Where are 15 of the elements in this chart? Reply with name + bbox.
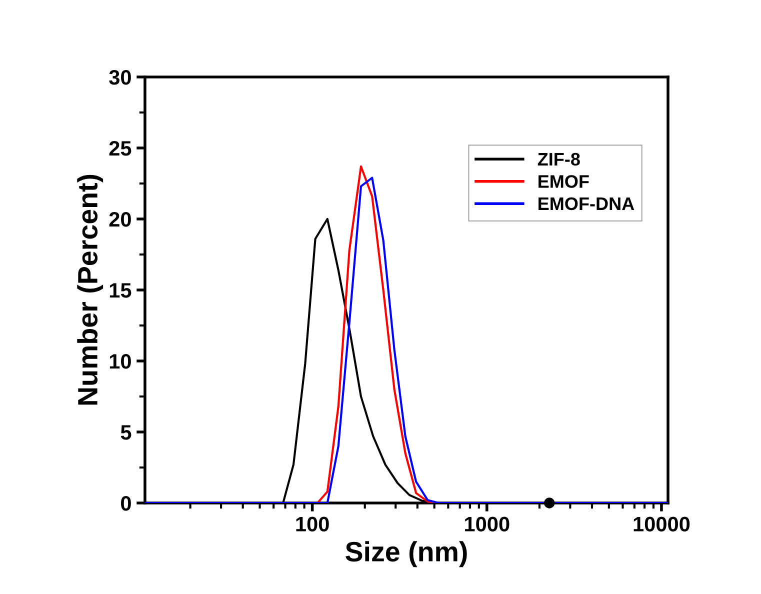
legend-label: ZIF-8 [538,152,580,166]
y-tick-label: 30 [109,70,131,85]
legend-label: EMOF [538,175,589,188]
legend-label: EMOF-DNA [538,197,634,210]
y-tick-label: 10 [110,354,131,369]
x-tick-label: 1000 [465,516,510,532]
y-tick-label: 15 [110,283,132,298]
x-axis-title: Size (nm) [346,541,467,568]
y-axis-title: Number (Percent) [77,174,104,405]
x-tick-label: 10000 [634,516,690,532]
y-tick-label: 0 [121,496,131,511]
x-tick-label: 100 [296,516,329,532]
y-tick-label: 20 [109,212,131,227]
y-tick-label: 5 [120,425,132,440]
y-tick-label: 25 [109,140,132,156]
